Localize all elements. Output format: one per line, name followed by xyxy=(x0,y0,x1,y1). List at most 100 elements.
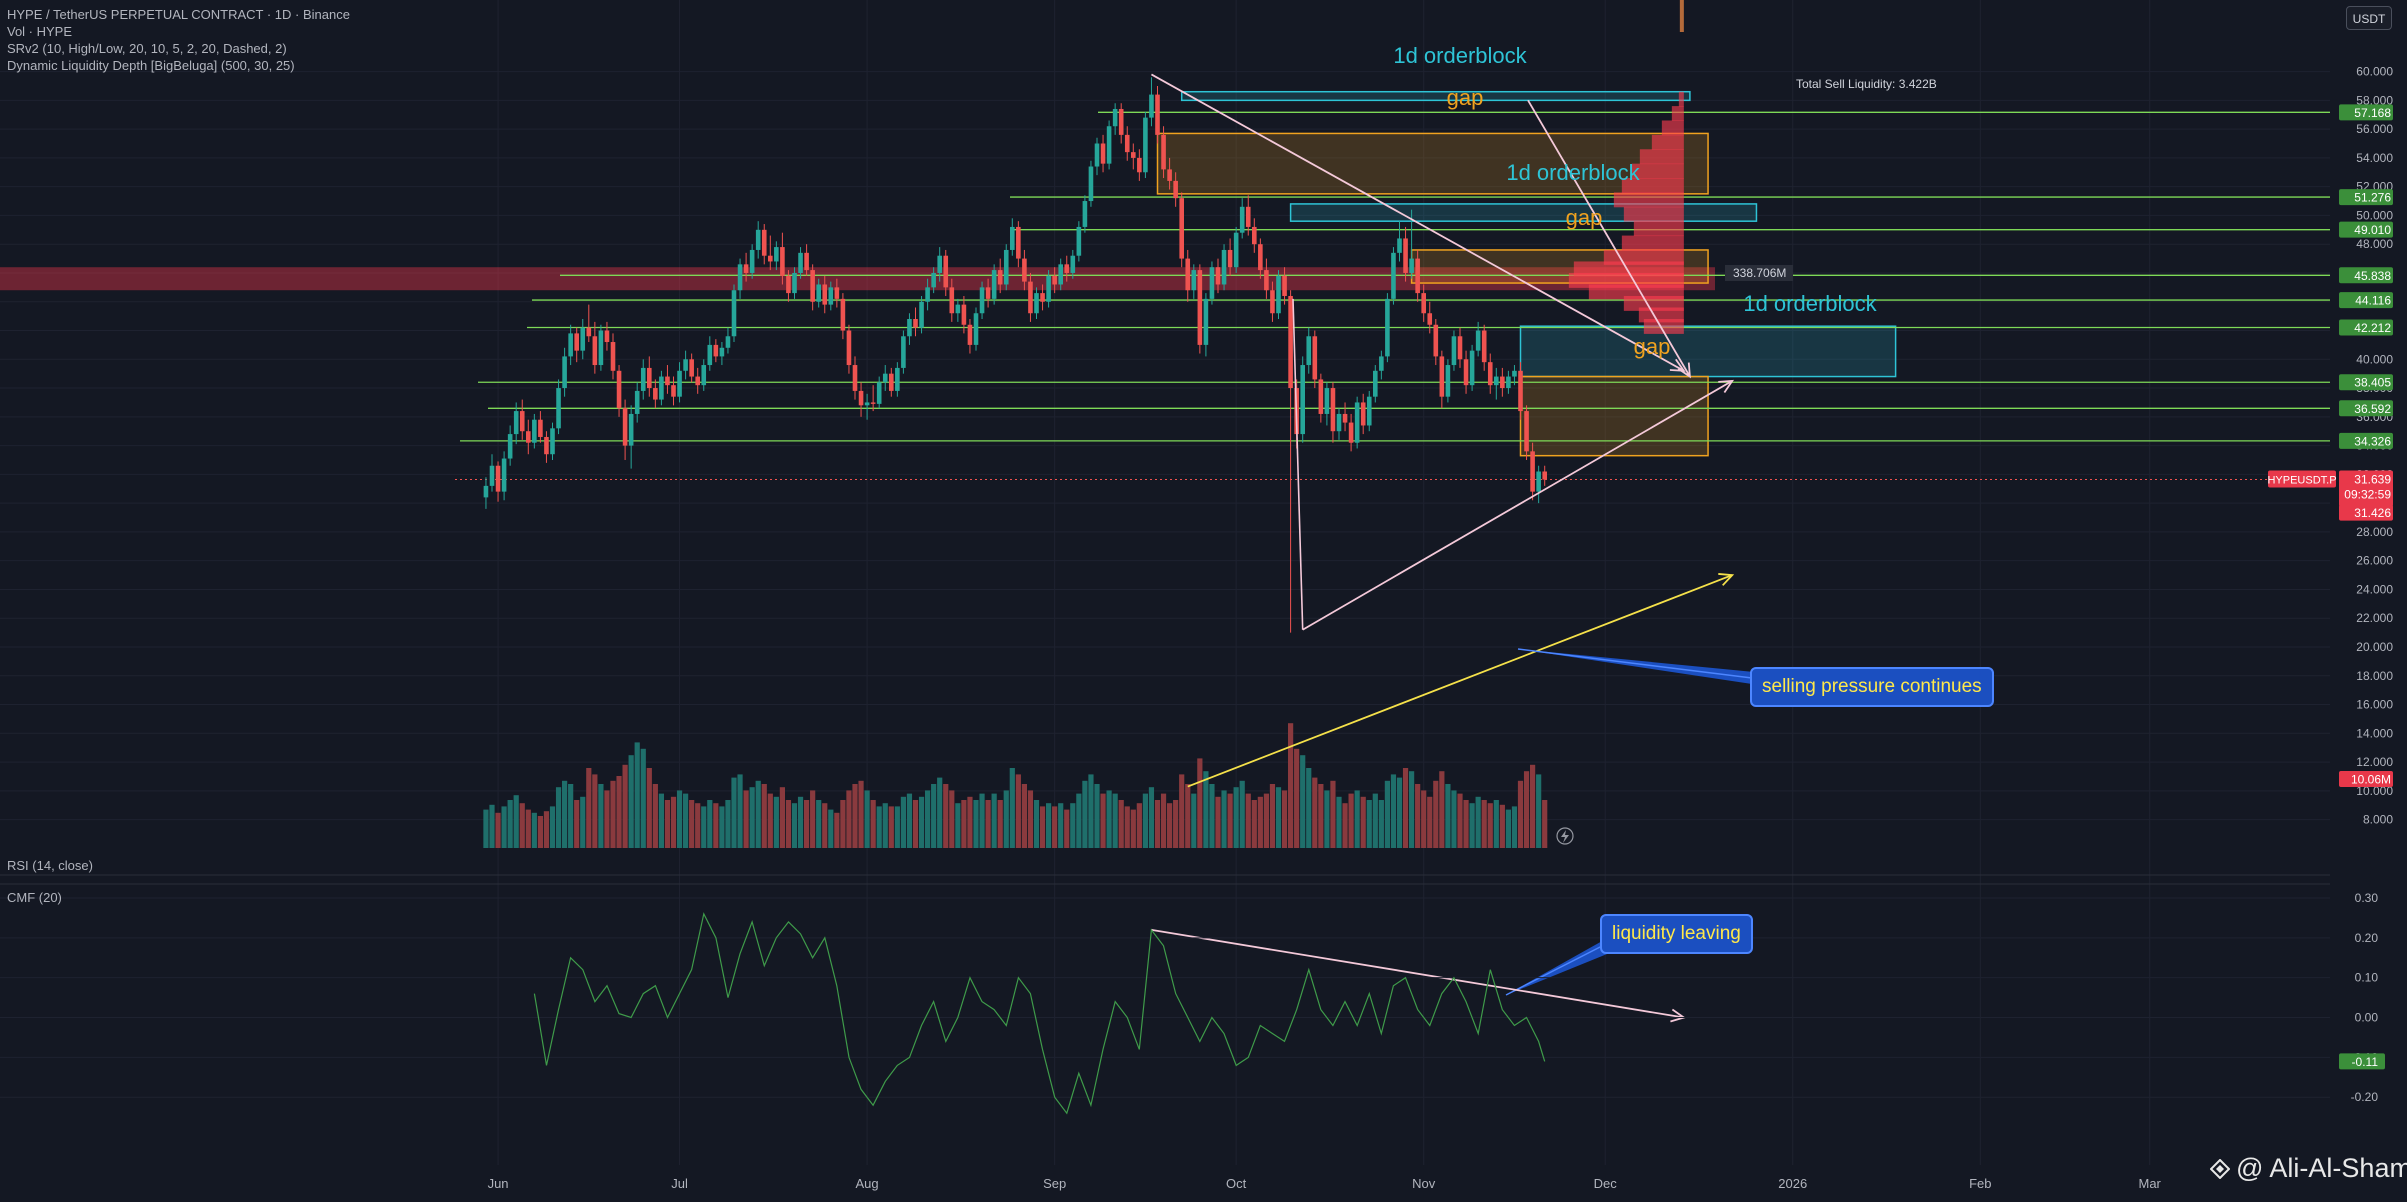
candle[interactable] xyxy=(550,422,555,460)
candle[interactable] xyxy=(671,376,676,406)
candle[interactable] xyxy=(749,244,755,279)
candle[interactable] xyxy=(1112,103,1118,135)
candle[interactable] xyxy=(1415,249,1420,302)
white-trend-line[interactable] xyxy=(1527,99,1691,378)
wick-to-trend-line[interactable] xyxy=(1292,298,1304,630)
candle[interactable] xyxy=(1094,137,1100,176)
legend-srv2[interactable]: SRv2 (10, High/Low, 20, 10, 5, 2, 20, Da… xyxy=(7,41,287,56)
candle[interactable] xyxy=(1239,198,1245,239)
candle[interactable] xyxy=(1427,301,1433,334)
candle[interactable] xyxy=(1318,373,1324,423)
candle[interactable] xyxy=(1179,192,1184,268)
symbol-tag[interactable] xyxy=(2268,470,2336,488)
candle[interactable] xyxy=(1143,111,1148,179)
candle[interactable] xyxy=(1330,382,1336,443)
candle[interactable] xyxy=(616,365,622,417)
candle[interactable] xyxy=(1475,321,1481,357)
candle[interactable] xyxy=(532,413,537,449)
candle[interactable] xyxy=(1530,442,1535,501)
last-price-tag[interactable] xyxy=(2339,470,2393,507)
candle[interactable] xyxy=(1076,221,1082,262)
white-trend-line[interactable] xyxy=(1151,73,1685,372)
candle[interactable] xyxy=(955,298,961,322)
candle[interactable] xyxy=(786,270,791,302)
candle[interactable] xyxy=(1324,382,1330,426)
candle[interactable] xyxy=(798,247,803,279)
candle[interactable] xyxy=(1028,272,1033,322)
candle[interactable] xyxy=(640,359,646,400)
candle[interactable] xyxy=(1245,195,1251,236)
candle[interactable] xyxy=(1106,120,1112,170)
level-tag[interactable] xyxy=(2339,292,2393,309)
candle[interactable] xyxy=(1185,249,1191,302)
candle[interactable] xyxy=(804,244,809,276)
candle[interactable] xyxy=(731,284,737,343)
candle[interactable] xyxy=(659,370,664,406)
candle[interactable] xyxy=(568,324,573,366)
candle[interactable] xyxy=(991,264,997,305)
candle[interactable] xyxy=(1215,258,1221,294)
candle[interactable] xyxy=(1457,327,1463,368)
candle[interactable] xyxy=(737,258,743,299)
candle[interactable] xyxy=(1445,359,1451,403)
candle[interactable] xyxy=(1167,157,1172,190)
candle[interactable] xyxy=(483,477,489,509)
candle[interactable] xyxy=(828,281,834,311)
candle[interactable] xyxy=(1191,264,1197,299)
candle[interactable] xyxy=(1197,264,1203,354)
candle[interactable] xyxy=(907,313,912,345)
candle[interactable] xyxy=(653,379,658,409)
candle[interactable] xyxy=(961,295,967,334)
candle[interactable] xyxy=(864,393,870,420)
candle[interactable] xyxy=(647,356,652,397)
candle[interactable] xyxy=(1064,255,1070,282)
candle[interactable] xyxy=(677,362,682,403)
candle[interactable] xyxy=(1487,353,1493,394)
candle[interactable] xyxy=(913,307,918,337)
legend-symbol[interactable]: HYPE / TetherUS PERPETUAL CONTRACT · 1D … xyxy=(7,7,350,22)
candle[interactable] xyxy=(997,258,1003,294)
candle[interactable] xyxy=(1439,350,1445,409)
candle[interactable] xyxy=(1118,103,1124,144)
candle[interactable] xyxy=(1397,221,1402,262)
candle[interactable] xyxy=(1124,126,1130,161)
candle[interactable] xyxy=(1348,413,1354,452)
legend-volume[interactable]: Vol · HYPE xyxy=(7,24,73,39)
price-axis[interactable]: 60.00058.00056.00054.00052.00050.00048.0… xyxy=(2267,0,2407,1197)
candle[interactable] xyxy=(1469,344,1475,391)
candle[interactable] xyxy=(1252,218,1257,253)
candle[interactable] xyxy=(1282,267,1287,305)
candle[interactable] xyxy=(1203,293,1209,357)
candle[interactable] xyxy=(1288,290,1293,633)
candle[interactable] xyxy=(1366,390,1372,432)
candle[interactable] xyxy=(1088,160,1094,207)
candle[interactable] xyxy=(943,249,949,296)
candle[interactable] xyxy=(1149,77,1154,127)
candle[interactable] xyxy=(713,339,719,363)
candle[interactable] xyxy=(1016,221,1021,268)
level-tag[interactable] xyxy=(2339,374,2393,391)
level-tag[interactable] xyxy=(2339,432,2393,449)
candle[interactable] xyxy=(598,324,604,371)
candle[interactable] xyxy=(1379,350,1384,380)
candle[interactable] xyxy=(1433,319,1439,366)
candle[interactable] xyxy=(1463,350,1469,394)
candle[interactable] xyxy=(1494,367,1499,400)
candle[interactable] xyxy=(1336,408,1342,440)
candle[interactable] xyxy=(592,321,598,374)
candle[interactable] xyxy=(870,385,876,412)
candle[interactable] xyxy=(689,353,694,383)
candle[interactable] xyxy=(1173,172,1178,207)
cmf-trend-line[interactable] xyxy=(1151,928,1684,1019)
candle[interactable] xyxy=(604,321,610,351)
level-tag[interactable] xyxy=(2339,104,2393,121)
candle[interactable] xyxy=(707,336,713,371)
candle[interactable] xyxy=(1100,134,1106,173)
candle[interactable] xyxy=(1155,85,1160,144)
candle[interactable] xyxy=(810,264,815,311)
candle[interactable] xyxy=(858,382,864,417)
candle[interactable] xyxy=(683,350,688,380)
candle[interactable] xyxy=(1010,218,1015,256)
